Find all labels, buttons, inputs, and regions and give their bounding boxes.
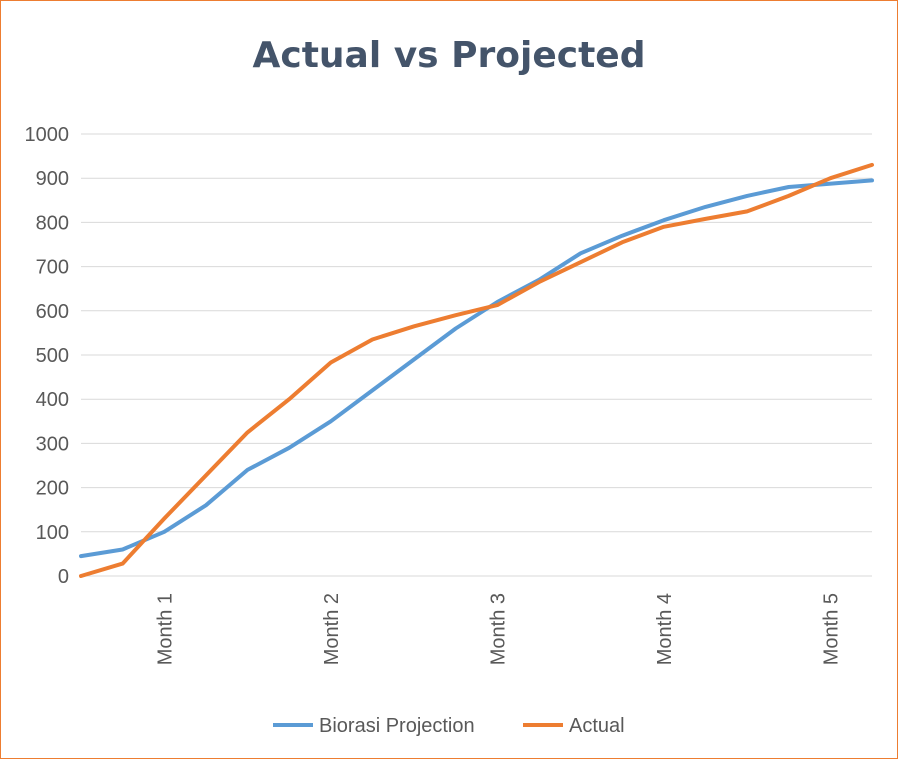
y-tick-label: 400 <box>36 389 69 411</box>
x-tick-label: Month 5 <box>820 593 842 665</box>
series-line-1 <box>79 162 874 578</box>
series-line-0 <box>79 178 874 559</box>
gridlines <box>81 133 872 577</box>
y-tick-label: 0 <box>58 566 69 588</box>
y-tick-label: 300 <box>36 433 69 455</box>
legend-label: Biorasi Projection <box>319 715 475 737</box>
y-tick-label: 600 <box>36 301 69 323</box>
x-axis-ticks: Month 1 Month 2 Month 3 Month 4 Month 5 <box>154 593 842 665</box>
x-tick-label: Month 2 <box>321 593 343 665</box>
y-axis-ticks: 0 100 200 300 400 500 600 700 800 900 1000 <box>25 124 70 588</box>
x-tick-label: Month 4 <box>654 593 676 665</box>
x-tick-label: Month 3 <box>487 593 509 665</box>
y-tick-label: 800 <box>36 212 69 234</box>
legend: Biorasi Projection Actual <box>273 715 625 737</box>
y-tick-label: 900 <box>36 168 69 190</box>
y-tick-label: 700 <box>36 257 69 279</box>
y-tick-label: 200 <box>36 478 69 500</box>
y-tick-label: 100 <box>36 522 69 544</box>
series-lines <box>79 162 874 578</box>
chart-title: Actual vs Projected <box>252 35 646 76</box>
legend-label: Actual <box>569 715 625 737</box>
y-tick-label: 1000 <box>25 124 70 146</box>
y-tick-label: 500 <box>36 345 69 367</box>
x-tick-label: Month 1 <box>154 593 176 665</box>
